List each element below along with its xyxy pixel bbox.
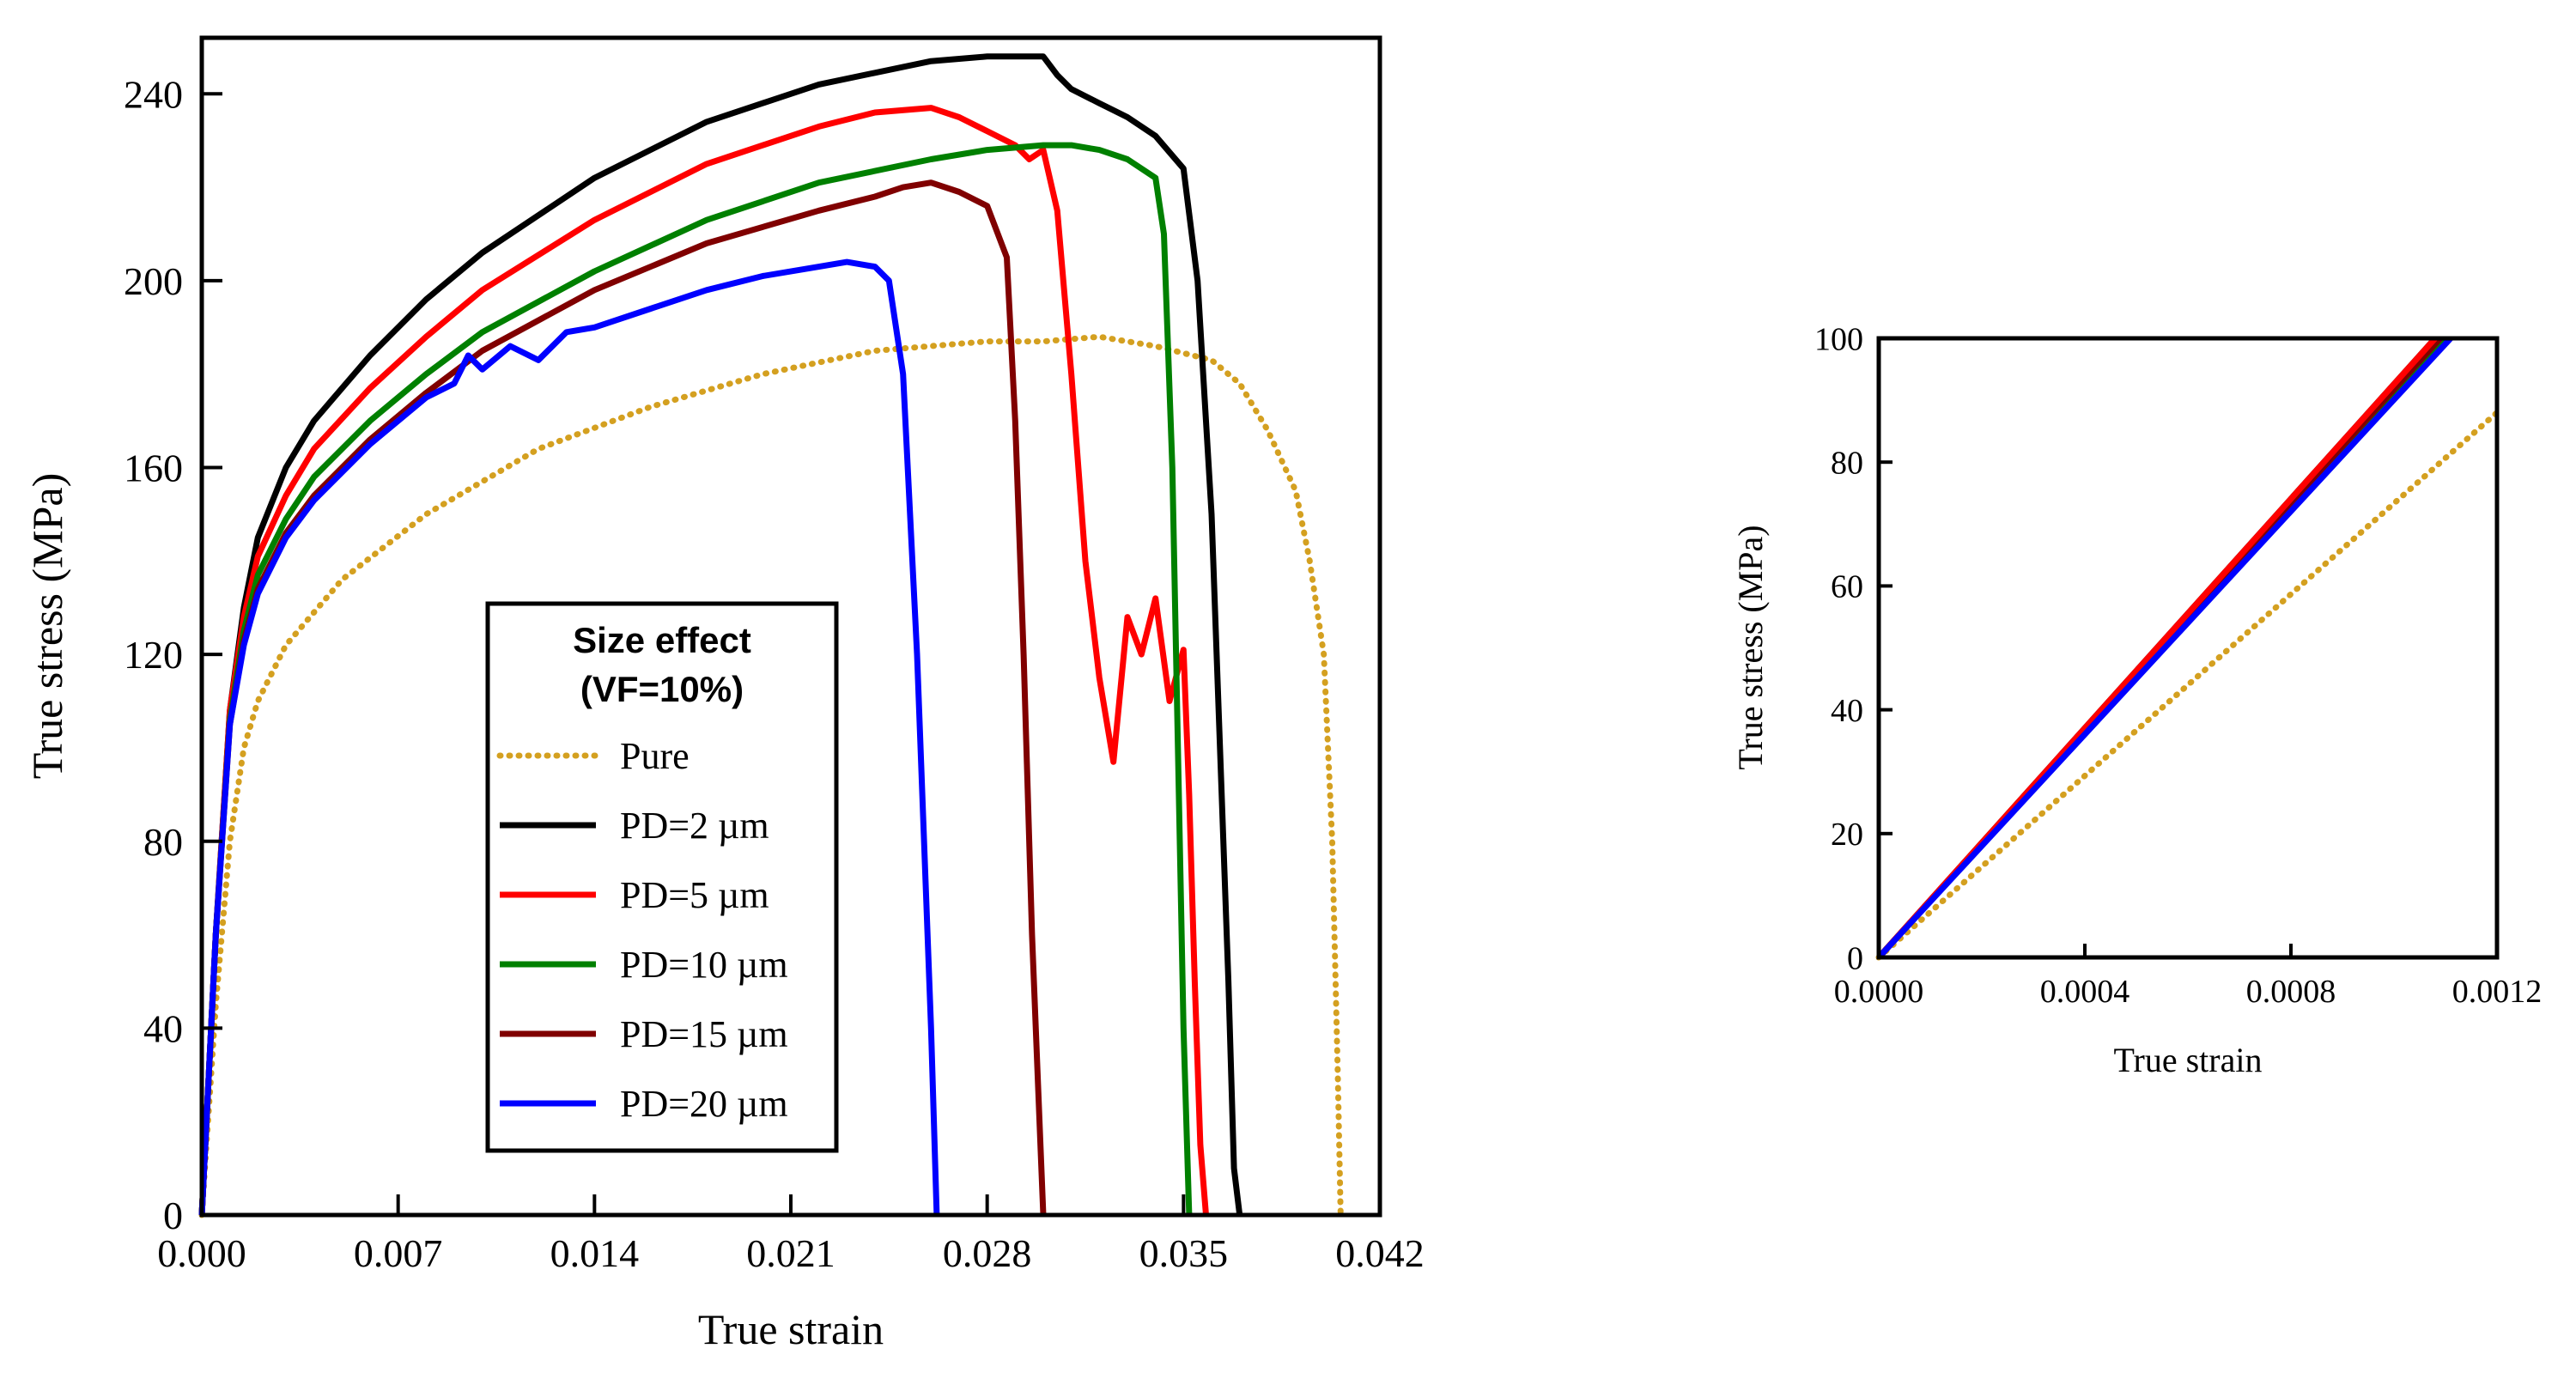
main-series-pd-10-m	[198, 142, 1193, 1216]
legend-label-pd-10-m: PD=10 µm	[620, 944, 788, 986]
main-x-tick-label: 0.021	[746, 1231, 835, 1275]
main-y-tick-label: 120	[124, 633, 183, 677]
main-series-pure	[198, 333, 1344, 1218]
inset-series-pd-20-m	[1876, 336, 2453, 960]
main-series-pd-5-m	[198, 105, 1209, 1216]
main-axis-ticks: 0.000 0.007 0.014 0.021 0.028 0.035 0.042 0 40 80…	[124, 72, 1425, 1275]
main-x-tick-label: 0.000	[157, 1231, 246, 1275]
main-y-tick-label: 240	[124, 72, 183, 116]
main-x-axis-label: True strain	[698, 1305, 884, 1353]
inset-x-tick-label: 0.0008	[2246, 974, 2336, 1010]
main-series-group	[198, 53, 1344, 1218]
legend-label-pd-20-m: PD=20 µm	[620, 1083, 788, 1125]
inset-axis-ticks: 0.0000 0.0004 0.0008 0.0012 0 20 40 60 80 100	[1814, 321, 2542, 1010]
inset-y-axis-label: True stress (MPa)	[1731, 525, 1770, 769]
main-x-tick-label: 0.035	[1139, 1231, 1229, 1275]
main-y-tick-label: 160	[124, 447, 183, 490]
inset-y-tick-label: 80	[1831, 446, 1863, 482]
inset-y-tick-label: 20	[1831, 817, 1863, 853]
legend-label-pd-5-m: PD=5 µm	[620, 874, 769, 916]
inset-y-tick-label: 100	[1814, 321, 1863, 357]
main-y-tick-label: 200	[124, 259, 183, 303]
legend-title-line2: (VF=10%)	[580, 669, 744, 709]
main-x-tick-label: 0.028	[943, 1231, 1032, 1275]
legend-entries: Pure PD=2 µm PD=5 µm PD=10 µm PD=15 µm PD=20 …	[496, 735, 788, 1125]
main-x-tick-label: 0.042	[1335, 1231, 1425, 1275]
legend-box	[485, 601, 839, 1153]
inset-plot-frame	[1876, 336, 2500, 960]
main-series-pd-20-m	[198, 258, 940, 1216]
inset-x-tick-label: 0.0012	[2452, 974, 2543, 1010]
main-y-tick-label: 0	[163, 1194, 183, 1237]
main-series-pd-2-m	[198, 53, 1243, 1216]
inset-series-pure	[1875, 410, 2500, 961]
inset-x-tick-label: 0.0000	[1834, 974, 1924, 1010]
inset-y-tick-label: 40	[1831, 693, 1863, 729]
inset-x-axis-label: True strain	[2114, 1041, 2263, 1079]
legend-label-pd-15-m: PD=15 µm	[620, 1013, 788, 1055]
inset-x-tick-label: 0.0004	[2040, 974, 2130, 1010]
legend-label-pure: Pure	[620, 735, 690, 777]
legend-label-pd-2-m: PD=2 µm	[620, 805, 769, 847]
inset-series-group	[1875, 336, 2500, 961]
main-x-tick-label: 0.014	[550, 1231, 640, 1275]
main-y-axis-label: True stress (MPa)	[23, 473, 71, 780]
inset-chart: 0.0000 0.0004 0.0008 0.0012 0 20 40 60 80 100 Tru…	[1731, 321, 2542, 1079]
main-y-tick-label: 80	[143, 820, 183, 864]
inset-y-tick-label: 60	[1831, 569, 1863, 605]
inset-y-tick-label: 0	[1847, 940, 1863, 976]
main-chart: 0.000 0.007 0.014 0.021 0.028 0.035 0.042 0 40 80…	[23, 35, 1425, 1353]
main-x-tick-label: 0.007	[354, 1231, 443, 1275]
main-y-tick-label: 40	[143, 1006, 183, 1050]
legend-title-line1: Size effect	[573, 620, 751, 660]
